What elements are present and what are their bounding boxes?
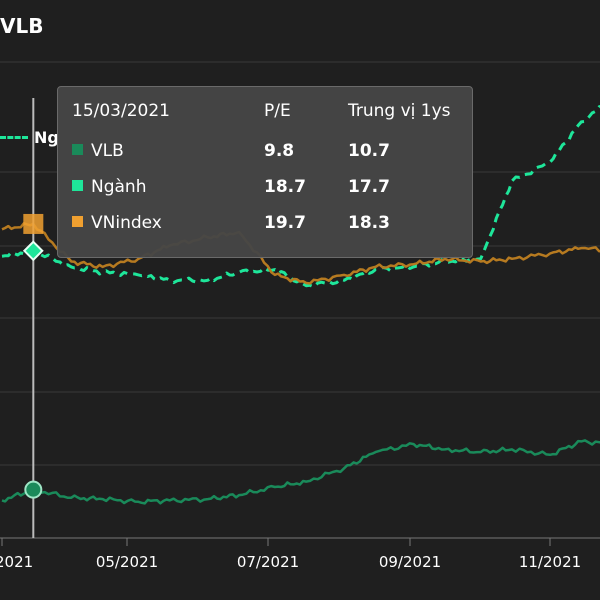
tooltip-row-median: 18.3 xyxy=(348,213,390,233)
vlb-hover-marker xyxy=(24,480,43,499)
tooltip-row-pe: 9.8 xyxy=(264,141,295,161)
tooltip-col-median: Trung vị 1ys xyxy=(348,101,451,121)
chart-title: VLB xyxy=(0,14,44,38)
nganh-hover-marker xyxy=(22,240,44,262)
x-tick-label: 11/2021 xyxy=(518,553,582,571)
series-line-0 xyxy=(1,439,600,505)
tooltip-date: 15/03/2021 xyxy=(72,101,170,121)
tooltip-col-pe: P/E xyxy=(264,101,291,121)
vnindex-swatch-icon xyxy=(72,216,83,227)
tooltip-row-median: 10.7 xyxy=(348,141,390,161)
nganh-swatch-icon xyxy=(72,180,83,191)
series-layer xyxy=(1,105,600,505)
tooltip-row-median: 17.7 xyxy=(348,177,390,197)
series-line-2 xyxy=(1,222,600,285)
tooltip-row-label: VNindex xyxy=(91,213,162,233)
series-line-1 xyxy=(1,105,600,289)
legend-entry-nganh[interactable]: Ng xyxy=(0,128,59,147)
hover-tooltip: 15/03/2021 P/E Trung vị 1ys VLB 9.8 10.7… xyxy=(57,86,473,258)
tooltip-row-label: Ngành xyxy=(91,177,147,197)
tooltip-row: VNindex 19.7 18.3 xyxy=(58,213,472,243)
x-tick-label: 03/2021 xyxy=(0,553,34,571)
tooltip-row: VLB 9.8 10.7 xyxy=(58,141,472,171)
tooltip-row-pe: 19.7 xyxy=(264,213,306,233)
tooltip-header: 15/03/2021 P/E Trung vị 1ys xyxy=(58,101,472,131)
hover-layer xyxy=(22,98,44,538)
vnindex-hover-marker xyxy=(23,213,44,234)
tooltip-row-pe: 18.7 xyxy=(264,177,306,197)
legend-dash-icon xyxy=(0,136,28,139)
legend-label: Ng xyxy=(34,128,59,147)
tooltip-row: Ngành 18.7 17.7 xyxy=(58,177,472,207)
x-tick-label: 07/2021 xyxy=(236,553,300,571)
x-tick-label: 09/2021 xyxy=(378,553,442,571)
vlb-swatch-icon xyxy=(72,144,83,155)
tooltip-row-label: VLB xyxy=(91,141,124,161)
x-tick-label: 05/2021 xyxy=(95,553,159,571)
